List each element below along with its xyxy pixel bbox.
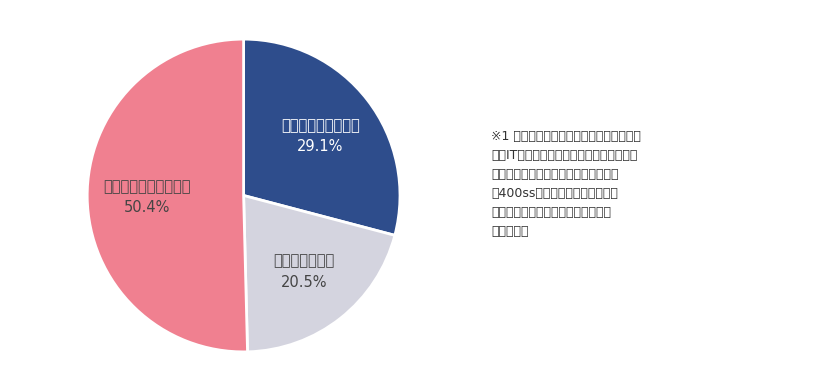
Text: 教育を実施している
29.1%: 教育を実施している 29.1% bbox=[281, 118, 360, 154]
Text: 良くわからない
20.5%: 良くわからない 20.5% bbox=[273, 253, 334, 290]
Text: 教育を実施していない
50.4%: 教育を実施していない 50.4% bbox=[102, 179, 191, 215]
Text: ※1 上図は、今回調査した「メーカー」、
　「IT・通信系」、「流通小売」、「サー
　ビス業」、「医療」、「公務」の各
　400ssの合計の割合のため、全
　業: ※1 上図は、今回調査した「メーカー」、 「IT・通信系」、「流通小売」、「サー… bbox=[491, 130, 641, 238]
Wedge shape bbox=[244, 39, 400, 235]
Wedge shape bbox=[244, 196, 395, 352]
Wedge shape bbox=[87, 39, 248, 352]
